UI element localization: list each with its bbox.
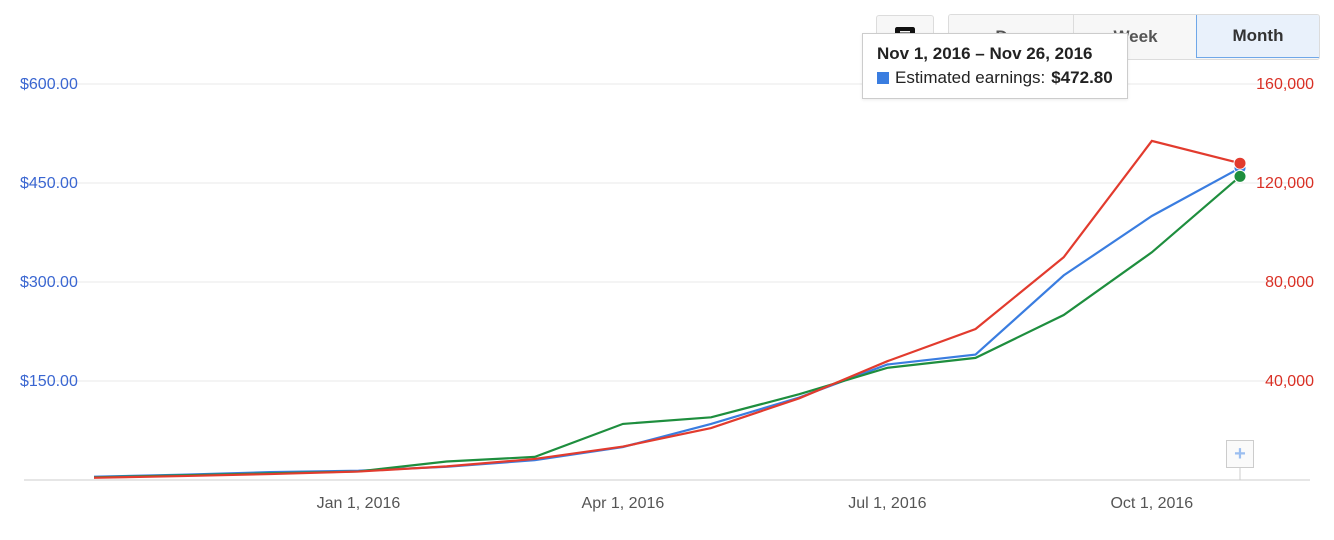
line-chart[interactable]: $150.00 $300.00 $450.00 $600.00 40,000 80,000… [14,78,1320,520]
y-left-tick-label: $300.00 [20,274,78,291]
tooltip-title: Nov 1, 2016 – Nov 26, 2016 [877,44,1113,64]
tooltip-label: Estimated earnings: [895,68,1045,88]
y-right-tick-label: 80,000 [1265,274,1314,291]
x-tick-label: Jan 1, 2016 [317,495,401,512]
series-line [94,168,1240,477]
y-left-tick-label: $450.00 [20,175,78,192]
series-line [94,176,1240,477]
chart-tooltip: Nov 1, 2016 – Nov 26, 2016 Estimated ear… [862,33,1128,99]
tooltip-row: Estimated earnings: $472.80 [877,68,1113,88]
series-endpoint-marker [1234,170,1246,182]
x-tick-label: Oct 1, 2016 [1110,495,1193,512]
x-tick-label: Apr 1, 2016 [582,495,665,512]
x-tick-label: Jul 1, 2016 [848,495,926,512]
tooltip-value: $472.80 [1051,68,1112,88]
series-endpoint-marker [1234,157,1246,169]
tab-month[interactable]: Month [1196,14,1320,58]
y-right-tick-label: 120,000 [1256,175,1314,192]
y-right-tick-label: 160,000 [1256,78,1314,93]
chart-container: $150.00 $300.00 $450.00 $600.00 40,000 80,000… [14,78,1320,520]
add-metric-button[interactable]: + [1226,440,1254,468]
tooltip-swatch [877,72,889,84]
y-left-tick-label: $600.00 [20,78,78,93]
y-right-tick-label: 40,000 [1265,373,1314,390]
y-left-tick-label: $150.00 [20,373,78,390]
series-line [94,141,1240,478]
